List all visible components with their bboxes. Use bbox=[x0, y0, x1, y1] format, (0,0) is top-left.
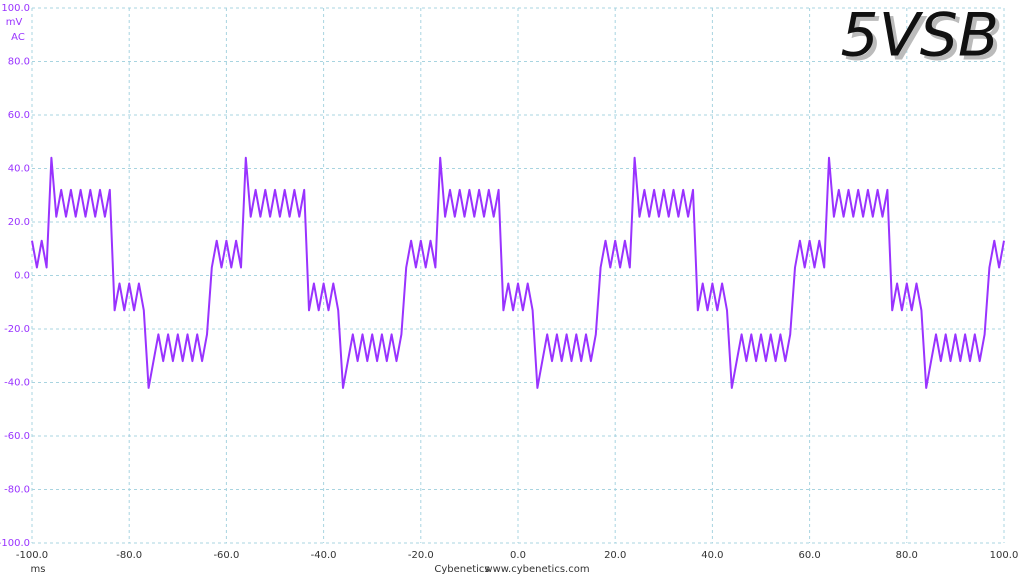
x-tick-label: -80.0 bbox=[116, 550, 142, 561]
y-tick-label: -20.0 bbox=[4, 324, 30, 335]
y-tick-label: -100.0 bbox=[0, 538, 30, 549]
x-tick-label: 100.0 bbox=[990, 550, 1019, 561]
x-tick-label: -100.0 bbox=[16, 550, 48, 561]
x-tick-label: -20.0 bbox=[408, 550, 434, 561]
title-shadow: 5VSB bbox=[845, 5, 1003, 75]
x-tick-label: -40.0 bbox=[311, 550, 337, 561]
waveform bbox=[31, 156, 1005, 389]
y-tick-label: 40.0 bbox=[8, 164, 30, 175]
footer-name: Cybenetics bbox=[434, 564, 489, 575]
y-tick-label: -60.0 bbox=[4, 431, 30, 442]
chart-title: 5VSB bbox=[841, 1, 999, 71]
y-tick-label: -80.0 bbox=[4, 485, 30, 496]
y-tick-label: -40.0 bbox=[4, 378, 30, 389]
x-tick-label: 20.0 bbox=[604, 550, 626, 561]
y-coupling: AC bbox=[11, 32, 25, 43]
x-tick-label: 40.0 bbox=[701, 550, 723, 561]
y-tick-label: 80.0 bbox=[8, 57, 30, 68]
y-tick-label: 20.0 bbox=[8, 217, 30, 228]
x-tick-label: 0.0 bbox=[510, 550, 526, 561]
x-tick-label: -60.0 bbox=[213, 550, 239, 561]
x-tick-label: 60.0 bbox=[798, 550, 820, 561]
y-unit: mV bbox=[6, 17, 23, 28]
footer-url: www.cybenetics.com bbox=[484, 564, 589, 575]
x-unit: ms bbox=[31, 564, 46, 575]
y-tick-label: 60.0 bbox=[8, 110, 30, 121]
y-tick-label: 0.0 bbox=[14, 271, 30, 282]
x-tick-label: 80.0 bbox=[896, 550, 918, 561]
y-tick-label: 100.0 bbox=[1, 3, 30, 14]
